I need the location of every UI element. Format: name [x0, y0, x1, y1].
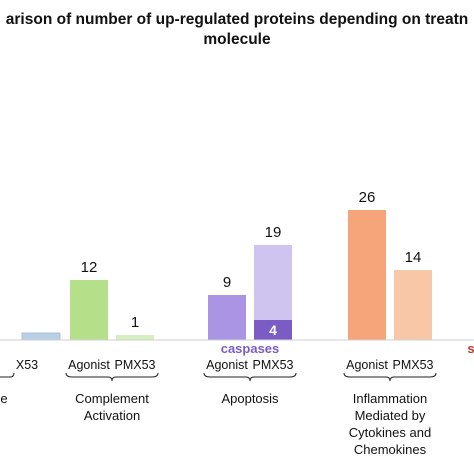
group-bracket — [343, 372, 437, 382]
data-label: 26 — [359, 189, 376, 206]
tick-label: X53 — [16, 358, 38, 372]
chart-title-line: arison of number of up-regulated protein… — [6, 11, 468, 28]
group-bracket — [65, 372, 159, 382]
tick-label: PMX53 — [253, 358, 294, 372]
bar-1-agonist — [70, 280, 108, 340]
group-name: Complement — [75, 391, 149, 406]
tick-label: Agonist — [206, 358, 248, 372]
group-name: Cytokines and — [349, 425, 431, 440]
group-name: Inflammation — [353, 391, 427, 406]
group-name: Chemokines — [354, 442, 427, 457]
data-label: 9 — [223, 274, 231, 291]
chart-title: arison of number of up-regulated protein… — [6, 11, 468, 48]
tick-label: PMX53 — [115, 358, 156, 372]
bar-1-pmx53 — [116, 335, 154, 340]
segment-label: 4 — [269, 322, 277, 338]
labels: X53 e 12 1 Agonist PMX53 Complement Activation 9… — [0, 189, 474, 457]
bars — [21, 210, 432, 341]
data-label: 14 — [405, 249, 422, 266]
data-label: 19 — [265, 224, 282, 241]
tick-label: Agonist — [68, 358, 110, 372]
group-name: e — [0, 391, 7, 406]
group-name: Apoptosis — [221, 391, 279, 406]
group-bracket — [0, 372, 15, 378]
bar-3-pmx53 — [394, 270, 432, 340]
chart-title-line: molecule — [203, 31, 271, 48]
data-label: 12 — [81, 259, 98, 276]
group-name: Mediated by — [355, 408, 426, 423]
partial-right-mark: s — [467, 341, 474, 356]
bar-0-pmx53 — [21, 332, 61, 341]
data-label: 1 — [131, 314, 139, 331]
bar-3-agonist — [348, 210, 386, 340]
caspases-annotation: caspases — [221, 341, 280, 356]
bar-2-agonist — [208, 295, 246, 340]
tick-label: Agonist — [346, 358, 388, 372]
group-name: Activation — [84, 408, 140, 423]
group-bracket — [203, 372, 297, 382]
tick-label: PMX53 — [393, 358, 434, 372]
bar-segment-caspases — [254, 320, 292, 340]
